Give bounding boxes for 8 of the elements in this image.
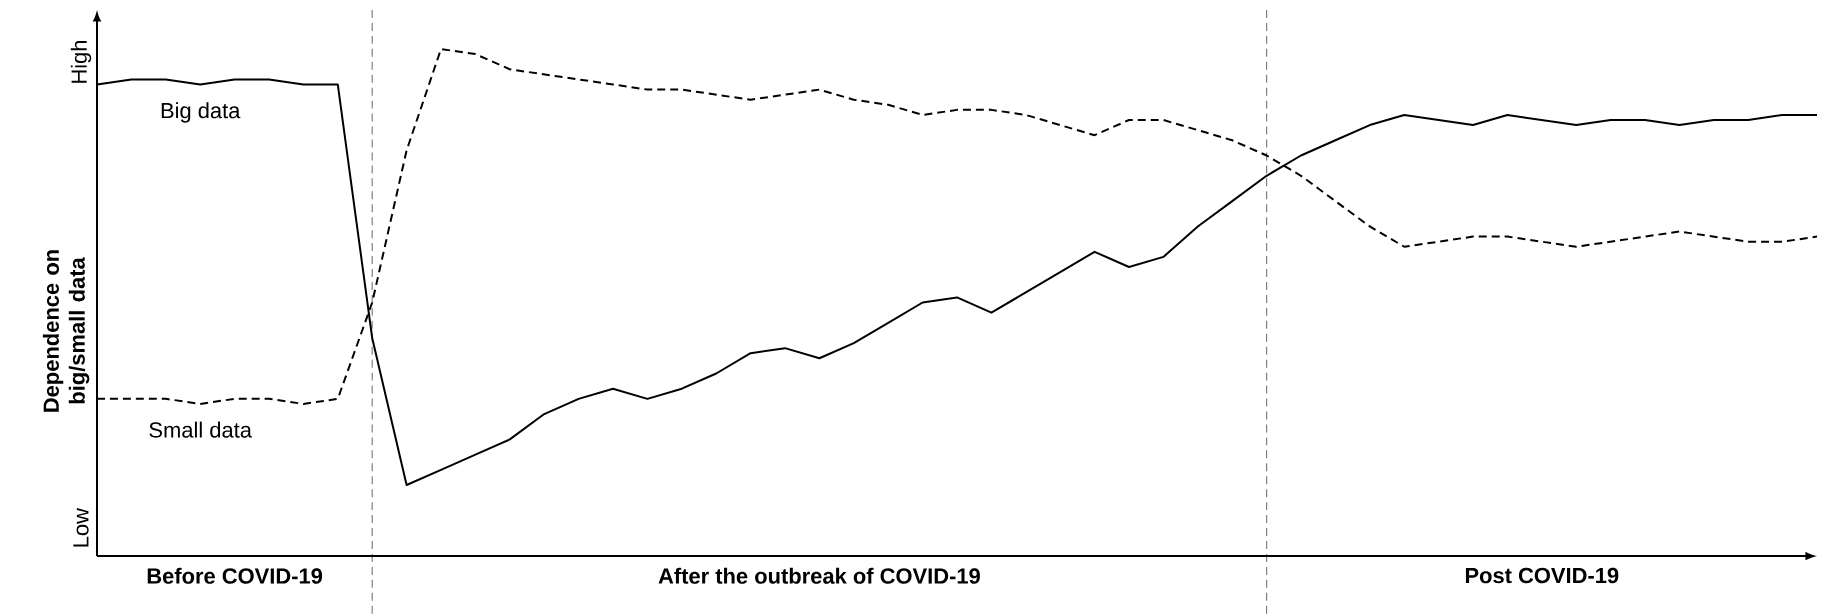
text: Low — [73, 508, 89, 547]
series-label: Big data — [161, 102, 241, 123]
x-tick-label: After the outbreak of COVID-19 — [658, 567, 980, 584]
x-tick-label: Before COVID-19 — [147, 567, 323, 584]
x-tick-label: Post COVID-19 — [1465, 567, 1619, 584]
text: High — [70, 40, 92, 83]
series-label: Small data — [149, 421, 252, 438]
y-axis-title: Dependence on big/small data — [42, 250, 90, 412]
